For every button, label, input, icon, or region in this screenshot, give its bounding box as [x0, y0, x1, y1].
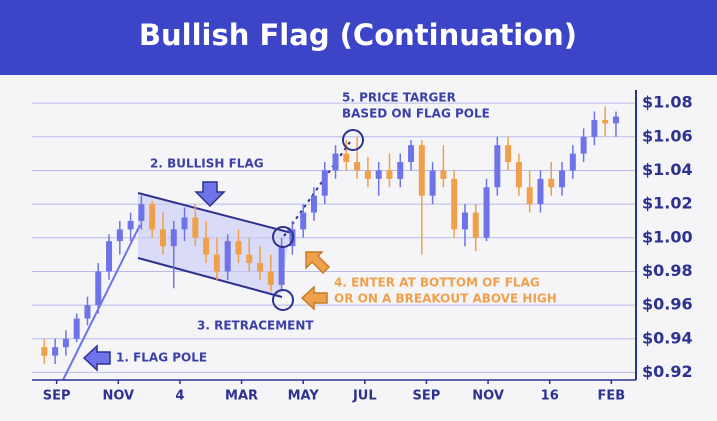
- candle-body: [505, 145, 512, 163]
- candle-body: [149, 204, 156, 230]
- candle-body: [203, 237, 210, 255]
- candle-body: [612, 116, 619, 124]
- y-tick-label: $0.92: [642, 362, 693, 381]
- candle-body: [386, 170, 393, 179]
- candle-body: [278, 246, 285, 285]
- annotation-shapes: [62, 141, 351, 381]
- candle-body: [483, 187, 490, 238]
- y-tick-label: $0.96: [642, 295, 693, 314]
- candle-body: [375, 170, 382, 179]
- y-tick-label: $1.04: [642, 160, 693, 179]
- x-tick-label: NOV: [102, 389, 134, 404]
- y-tick-label: $1.00: [642, 227, 693, 246]
- y-tick-label: $0.94: [642, 328, 693, 347]
- candle-body: [343, 153, 350, 163]
- x-tick-label: 16: [541, 389, 559, 404]
- annotation-marks: [82, 129, 364, 372]
- candle-body: [515, 162, 522, 188]
- arrow-down: [194, 181, 226, 208]
- candle-body: [95, 271, 102, 306]
- candle-body: [537, 178, 544, 205]
- annotation: 1. FLAG POLE: [116, 351, 207, 365]
- target-line: [283, 141, 351, 237]
- candle-body: [300, 212, 307, 230]
- arrow-left-orange: [300, 285, 328, 311]
- candle-body: [41, 347, 48, 356]
- candle-body: [106, 241, 113, 272]
- candle-body: [580, 136, 587, 154]
- y-tick-label: $1.06: [642, 126, 693, 145]
- candle-body: [224, 241, 231, 272]
- y-tick-label: $1.08: [642, 93, 693, 112]
- candle-body: [257, 263, 264, 272]
- candle-body: [159, 229, 166, 247]
- x-tick-label: SEP: [43, 389, 71, 404]
- candle-body: [461, 212, 468, 230]
- arrow-left: [82, 344, 111, 372]
- x-tick-label: 4: [175, 389, 184, 404]
- title-banner: [0, 0, 717, 75]
- candle-body: [192, 217, 199, 238]
- candle-body: [591, 119, 598, 137]
- x-tick-label: JUL: [352, 389, 377, 404]
- annotation: 5. PRICE TARGER: [342, 91, 456, 105]
- x-tick-label: SEP: [413, 389, 441, 404]
- candle-body: [548, 178, 555, 188]
- candle-body: [418, 145, 425, 196]
- candle-body: [138, 204, 145, 221]
- flag-bottom-line: [137, 257, 283, 298]
- candle-body: [73, 318, 80, 339]
- candle-body: [364, 170, 371, 179]
- breakout-circle: [272, 226, 294, 248]
- annotation: 4. ENTER AT BOTTOM OF FLAG: [334, 276, 540, 290]
- chart-title: Bullish Flag (Continuation): [139, 18, 577, 52]
- candle-body: [602, 119, 609, 124]
- candle-body: [310, 195, 317, 213]
- x-tick-label: MAR: [225, 389, 258, 404]
- candle-body: [116, 229, 123, 242]
- candle-body: [170, 229, 177, 247]
- flag-top-line: [137, 192, 293, 234]
- candle-body: [127, 220, 134, 230]
- candle-body: [440, 170, 447, 179]
- candle-body: [52, 347, 59, 356]
- retracement-circle: [272, 289, 294, 311]
- candle-body: [569, 153, 576, 171]
- annotation: BASED ON FLAG POLE: [342, 107, 490, 121]
- candle-body: [181, 217, 188, 230]
- arrow-up-left: [305, 251, 331, 275]
- candle-body: [332, 153, 339, 171]
- candle-body: [62, 338, 69, 348]
- flag-area: [138, 193, 290, 296]
- candles: [41, 106, 619, 365]
- candle-body: [246, 254, 253, 264]
- target-circle: [342, 129, 364, 151]
- candle-body: [397, 162, 404, 179]
- x-tick-label: FEB: [598, 389, 626, 404]
- annotation: 3. RETRACEMENT: [197, 319, 314, 333]
- candle-body: [213, 254, 220, 272]
- candle-body: [321, 170, 328, 196]
- annotation: 2. BULLISH FLAG: [150, 157, 264, 171]
- y-tick-label: $1.02: [642, 194, 693, 213]
- candle-body: [526, 187, 533, 205]
- candle-body: [267, 271, 274, 285]
- candle-body: [84, 305, 91, 319]
- candle-body: [429, 170, 436, 196]
- annotation: OR ON A BREAKOUT ABOVE HIGH: [334, 292, 557, 306]
- candle-body: [451, 178, 458, 230]
- candle-body: [559, 170, 566, 188]
- x-tick-label: MAY: [288, 389, 320, 404]
- candle-body: [494, 145, 501, 188]
- flag-pole-line: [62, 224, 141, 381]
- candle-body: [354, 162, 361, 171]
- y-tick-label: $0.98: [642, 261, 693, 280]
- x-tick-label: NOV: [472, 389, 504, 404]
- candle-body: [408, 145, 415, 163]
- candle-body: [235, 241, 242, 255]
- candle-body: [472, 212, 479, 238]
